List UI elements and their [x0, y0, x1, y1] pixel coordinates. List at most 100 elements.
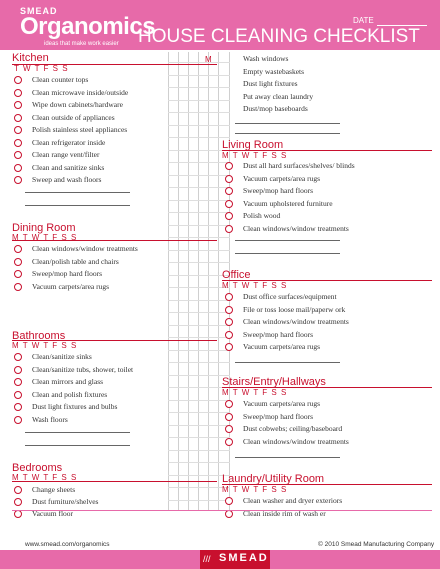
checklist-item: Clean and sanitize sinks: [32, 162, 105, 172]
checkbox-circle[interactable]: [14, 353, 22, 361]
blank-line: [235, 362, 340, 363]
checklist-item: Wash floors: [32, 414, 68, 424]
checkbox-circle[interactable]: [14, 415, 22, 424]
checkbox-circle[interactable]: [225, 199, 233, 208]
checkbox-circle[interactable]: [225, 330, 233, 339]
checkbox-circle[interactable]: [14, 498, 22, 506]
footer-url[interactable]: www.smead.com/organomics: [25, 541, 110, 548]
checkbox-circle[interactable]: [14, 101, 22, 109]
checklist-item: Vacuum floor: [32, 509, 74, 518]
checkbox-circle[interactable]: [225, 305, 233, 314]
checkbox-circle[interactable]: [225, 318, 233, 326]
checklist-item: Clean and polish fixtures: [32, 389, 108, 399]
blank-line: [25, 432, 130, 433]
checkbox-circle[interactable]: [225, 293, 233, 301]
checklist-item: Wash windows: [243, 54, 289, 63]
checklist-item: Sweep/mop hard floors: [243, 186, 313, 195]
grid-row-line: [168, 487, 230, 488]
grid-row-line: [168, 162, 230, 163]
checklist-item: Clean refrigerator inside: [32, 137, 106, 147]
checkbox-circle[interactable]: [225, 400, 233, 408]
checkbox-circle[interactable]: [225, 425, 233, 433]
checkbox-circle[interactable]: [225, 437, 233, 446]
dining-days: M T W T F S S: [12, 233, 78, 242]
checkbox-circle[interactable]: [14, 76, 22, 84]
checkbox-circle[interactable]: [14, 257, 22, 266]
checklist-item: Empty wastebaskets: [243, 66, 305, 76]
grid-row-line: [168, 174, 230, 176]
grid-row-line: [168, 87, 230, 88]
checkbox-circle[interactable]: [14, 163, 22, 172]
office-divider: [222, 280, 432, 281]
checklist-item: Vacuum carpets/area rugs: [32, 281, 110, 291]
grid-row-line: [168, 112, 230, 113]
footer-divider: [12, 510, 432, 511]
checklist-item: Clean inside rim of wash er: [243, 508, 326, 518]
checkbox-circle[interactable]: [14, 390, 22, 399]
checkbox-circle[interactable]: [225, 162, 233, 170]
grid-row-line: [168, 349, 230, 351]
checkbox-circle[interactable]: [14, 270, 22, 278]
checkbox-circle[interactable]: [225, 174, 233, 183]
checklist-item: Dust/mop baseboards: [243, 104, 308, 113]
stairs-divider: [222, 387, 432, 388]
checkbox-circle[interactable]: [225, 497, 233, 505]
checklist-item: Sweep and wash floors: [32, 175, 102, 184]
kitchen-days: T W T F S S: [14, 64, 69, 73]
checkbox-circle[interactable]: [14, 378, 22, 386]
grid-row-line: [168, 387, 230, 388]
checkbox-circle[interactable]: [225, 212, 233, 220]
laundry-days: M T W T F S S: [222, 485, 288, 494]
blank-line: [25, 205, 130, 206]
checkbox-circle[interactable]: [14, 126, 22, 134]
bathrooms-days: M T W T F S S: [12, 341, 78, 350]
checkbox-circle[interactable]: [225, 187, 233, 195]
checkbox-circle[interactable]: [225, 224, 233, 233]
section-title-living: Living Room: [222, 139, 284, 151]
checklist-item: Sweep/mop hard floors: [243, 411, 313, 421]
checklist-item: Dust cobwebs; ceiling/baseboard: [243, 424, 343, 433]
grid-row-line: [168, 437, 230, 438]
grid-row-line: [168, 199, 230, 201]
grid-row-line: [168, 149, 230, 151]
checklist-item: Sweep/mop hard floors: [32, 269, 102, 278]
grid-row-line: [168, 262, 230, 263]
checklist-item: Clean/polish table and chairs: [32, 256, 119, 266]
checkbox-circle[interactable]: [14, 88, 22, 97]
grid-row-line: [168, 237, 230, 238]
checkbox-circle[interactable]: [14, 486, 22, 494]
office-days: M T W T F S S: [222, 281, 288, 290]
checklist-item: Dust light fixtures: [243, 79, 298, 88]
section-title-office: Office: [222, 269, 251, 281]
checkbox-circle[interactable]: [225, 343, 233, 351]
grid-row-line: [168, 374, 230, 376]
kitchen-day-m: M: [205, 55, 212, 64]
checkbox-circle[interactable]: [14, 176, 22, 184]
page-title: HOUSE CLEANING CHECKLIST: [138, 26, 420, 47]
checkbox-circle[interactable]: [14, 113, 22, 122]
checkbox-circle[interactable]: [14, 138, 22, 147]
grid-row-line: [168, 274, 230, 276]
checkbox-circle[interactable]: [14, 510, 22, 518]
blank-line: [235, 133, 340, 134]
stairs-days: M T W T F S S: [222, 388, 288, 397]
blank-line: [25, 445, 130, 446]
grid-row-line: [168, 187, 230, 188]
living-divider: [222, 150, 432, 151]
date-field[interactable]: [377, 25, 427, 26]
brand-small: SMEAD: [20, 6, 58, 16]
grid-row-line: [168, 312, 230, 313]
checkbox-circle[interactable]: [14, 365, 22, 374]
checklist-item: Clean washer and dryer exteriors: [243, 496, 343, 505]
checklist-item: Dust light fixtures and bulbs: [32, 402, 118, 411]
checklist-item: Vacuum carpets/area rugs: [243, 399, 321, 408]
checkbox-circle[interactable]: [225, 412, 233, 421]
section-title-bedrooms: Bedrooms: [12, 462, 63, 474]
checkbox-circle[interactable]: [14, 151, 22, 159]
dining-divider: [12, 240, 217, 241]
bedrooms-days: M T W T F S S: [12, 473, 78, 482]
grid-column-line: [178, 52, 179, 510]
checkbox-circle[interactable]: [14, 403, 22, 411]
checkbox-circle[interactable]: [14, 282, 22, 291]
checkbox-circle[interactable]: [14, 245, 22, 253]
